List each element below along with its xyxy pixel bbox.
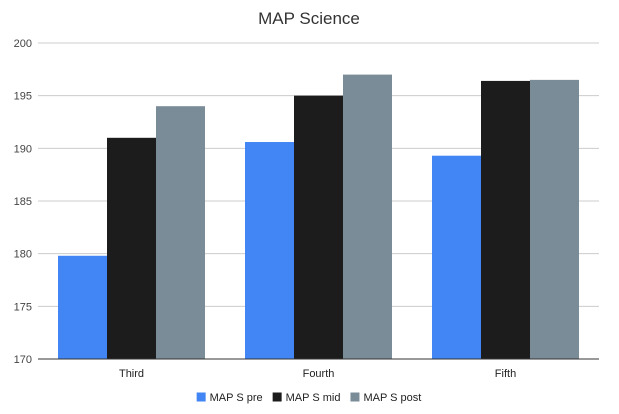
y-tick-label: 175: [14, 301, 32, 313]
legend-label: MAP S post: [363, 392, 421, 404]
y-tick-label: 185: [14, 196, 32, 208]
bar-third-map-s-pre: [58, 255, 107, 359]
legend-label: MAP S pre: [210, 392, 263, 404]
legend: MAP S pre MAP S mid MAP S post: [196, 392, 421, 404]
x-axis-categories: Third Fourth Fifth: [119, 368, 516, 380]
y-tick-label: 190: [14, 143, 32, 155]
y-tick-label: 170: [14, 354, 32, 366]
bar-fifth-map-s-post: [530, 79, 579, 359]
legend-swatch: [272, 392, 282, 402]
legend-item-map-s-mid: MAP S mid: [272, 392, 341, 404]
bar-third-map-s-mid: [107, 137, 156, 359]
bar-fifth-map-s-pre: [432, 155, 481, 359]
legend-label: MAP S mid: [286, 392, 341, 404]
bar-fourth-map-s-post: [343, 74, 392, 359]
y-tick-label: 180: [14, 249, 32, 261]
chart-title: MAP Science: [258, 9, 360, 28]
x-category-label: Fifth: [495, 368, 516, 380]
bar-fifth-map-s-mid: [481, 80, 530, 360]
legend-item-map-s-pre: MAP S pre: [196, 392, 263, 404]
x-category-label: Third: [119, 368, 144, 380]
bar-fourth-map-s-pre: [245, 142, 294, 359]
x-category-label: Fourth: [303, 368, 335, 380]
bar-third-map-s-post: [156, 106, 205, 359]
legend-swatch: [350, 392, 360, 402]
y-tick-label: 200: [14, 38, 32, 50]
bar-fourth-map-s-mid: [294, 95, 343, 360]
y-axis-ticks: 170 175 180 185 190 195 200: [14, 38, 32, 366]
y-tick-label: 195: [14, 91, 32, 103]
legend-swatch: [196, 392, 206, 402]
bars: [58, 74, 579, 360]
legend-item-map-s-post: MAP S post: [350, 392, 421, 404]
